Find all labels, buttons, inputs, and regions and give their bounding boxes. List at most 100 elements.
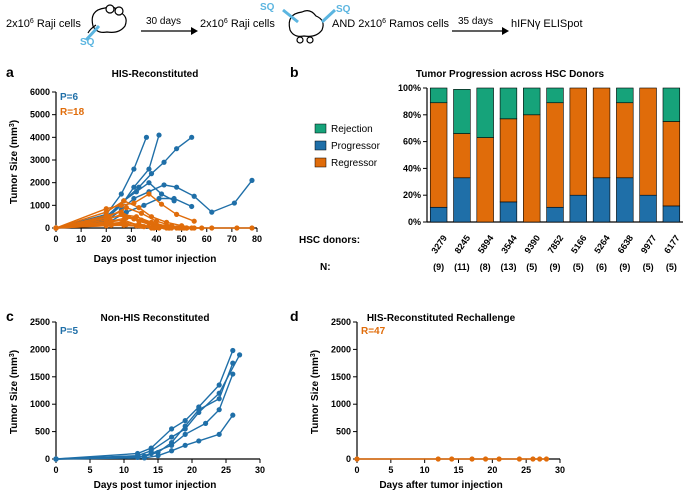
panel-a-data-point xyxy=(174,225,180,231)
panel-a-data-point xyxy=(249,177,255,183)
panel-a-data-point xyxy=(189,134,195,140)
panel-b-donor-label: 6638 xyxy=(616,233,636,255)
panel-a-data-point xyxy=(146,166,152,172)
panel-c-y-tick-label: 2000 xyxy=(30,344,50,354)
panel-a-data-point xyxy=(133,189,139,195)
panel-a-data-point xyxy=(161,159,167,165)
panel-a-data-point xyxy=(191,218,197,224)
panel-b-legend: Rejection Progressor Regressor xyxy=(314,123,381,169)
panel-a-data-point xyxy=(171,195,177,202)
panel-a-title: HIS-Reconstituted xyxy=(112,69,199,80)
panel-letter-b: b xyxy=(290,64,299,80)
panel-c-x-tick-label: 30 xyxy=(255,465,265,475)
panel-a-y-tick-label: 4000 xyxy=(30,132,50,142)
panel-d-data-point xyxy=(516,456,523,462)
panel-b-n-value: (5) xyxy=(666,262,677,272)
panel-a-x-tick-label: 30 xyxy=(126,234,136,244)
panel-c-data-point xyxy=(196,438,202,444)
panel-c-y-tick-label: 2500 xyxy=(30,317,50,327)
panel-c-y-tick-label: 0 xyxy=(45,454,50,464)
panel-c-data-point xyxy=(155,453,161,459)
syringe-icon xyxy=(320,8,337,24)
panel-a-x-tick-label: 60 xyxy=(202,234,212,244)
panel-b-bar-rejection xyxy=(523,87,541,116)
sq-label-1: SQ xyxy=(80,37,95,48)
panel-a-y-tick-label: 0 xyxy=(45,223,50,233)
panel-c-x-tick-label: 15 xyxy=(153,465,163,475)
panel-d-data-point xyxy=(469,456,475,462)
panel-a-series-line-R1 xyxy=(55,193,195,229)
panel-b-bar-progressor xyxy=(569,194,587,223)
panel-a-xlabel: Days post tumor injection xyxy=(94,254,217,265)
syringe-icon xyxy=(282,8,299,24)
panel-d-x-tick-label: 15 xyxy=(453,465,463,475)
panel-a-y-tick-label: 2000 xyxy=(30,178,50,188)
legend-label-rejection: Rejection xyxy=(331,124,373,135)
panel-d-x-tick-label: 0 xyxy=(354,465,359,475)
panel-d-annotation-r: R=47 xyxy=(361,326,386,337)
panel-a-annotation-p: P=6 xyxy=(60,92,79,103)
panel-b-bar-regressor xyxy=(453,133,471,179)
panel-d-data-point xyxy=(449,456,455,462)
panel-a-data-point xyxy=(136,205,142,211)
panel-b-n-value: (13) xyxy=(500,262,516,272)
panel-c-y-tick-label: 1000 xyxy=(30,399,50,409)
panel-a-data-point xyxy=(118,191,124,197)
panel-b-donor-label: 5264 xyxy=(592,233,612,255)
panel-b-bar-regressor xyxy=(639,87,657,196)
panel-d-y-tick-label: 1000 xyxy=(331,399,351,409)
panel-c-ylabel: Tumor Size (mm3) xyxy=(9,350,20,434)
panel-d-xlabel: Days after tumor injection xyxy=(379,480,502,491)
panel-c-data-point xyxy=(216,431,222,437)
panel-d-data-point xyxy=(496,456,502,462)
panel-b-bar-regressor xyxy=(546,102,564,208)
panel-b-n-value: (9) xyxy=(550,262,561,272)
legend-swatch-rejection xyxy=(314,123,327,134)
panel-b-bar-regressor xyxy=(662,121,681,207)
panel-a-data-point xyxy=(53,225,59,231)
panel-d-ylabel: Tumor Size (mm3) xyxy=(310,350,321,434)
panel-d-data-point xyxy=(530,456,536,462)
panel-b-y-tick-label: 40% xyxy=(403,163,421,173)
panel-c-series-line-P2 xyxy=(55,354,241,460)
panel-b-n-value: (6) xyxy=(596,262,607,272)
panel-b-donor-label: 8245 xyxy=(453,233,473,255)
panel-a-data-point xyxy=(174,211,180,217)
panel-a-data-point xyxy=(209,225,215,231)
panel-c-data-point xyxy=(237,352,243,358)
arrow3-label: 35 days xyxy=(458,16,493,27)
panel-c-annotation-p: P=5 xyxy=(60,326,79,337)
panel-a-data-point xyxy=(158,191,165,197)
legend-label-regressor: Regressor xyxy=(331,158,378,169)
panel-b-donor-label: 9390 xyxy=(522,233,542,255)
panel-b-n-value: (9) xyxy=(619,262,630,272)
panel-a-data-point xyxy=(131,184,137,190)
panel-a-data-point xyxy=(103,223,109,229)
panel-d-x-tick-label: 10 xyxy=(420,465,430,475)
panel-a-data-point xyxy=(138,210,145,216)
panel-d-rechallenge: HIS-Reconstituted Rechallenge Days after… xyxy=(310,313,565,491)
panel-b-bar-rejection xyxy=(499,87,518,120)
panel-b-n-label: N: xyxy=(320,262,331,273)
arrow1-label: 30 days xyxy=(146,16,181,27)
panel-d-y-tick-label: 0 xyxy=(346,454,351,464)
panel-a-data-point xyxy=(189,203,195,210)
panel-b-bar-regressor xyxy=(616,102,634,179)
panel-a-data-point xyxy=(231,200,237,206)
panel-b-n-value: (5) xyxy=(573,262,584,272)
panel-a-data-point xyxy=(123,205,129,211)
panel-a-data-point xyxy=(141,202,147,208)
panel-d-y-tick-label: 500 xyxy=(336,427,351,437)
legend-swatch-progressor xyxy=(314,140,327,151)
panel-a-y-tick-label: 3000 xyxy=(30,155,50,165)
panel-c-y-tick-label: 1500 xyxy=(30,372,50,382)
panel-b-donor-label: 7852 xyxy=(546,233,566,255)
panel-c-xlabel: Days post tumor injection xyxy=(94,480,217,491)
panel-b-n-value: (9) xyxy=(433,262,444,272)
legend-label-progressor: Progressor xyxy=(331,141,381,152)
panel-letter-d: d xyxy=(290,308,299,324)
panel-b-n-value: (11) xyxy=(454,262,470,272)
panel-b-n-value: (5) xyxy=(643,262,654,272)
panel-a-x-tick-label: 70 xyxy=(227,234,237,244)
